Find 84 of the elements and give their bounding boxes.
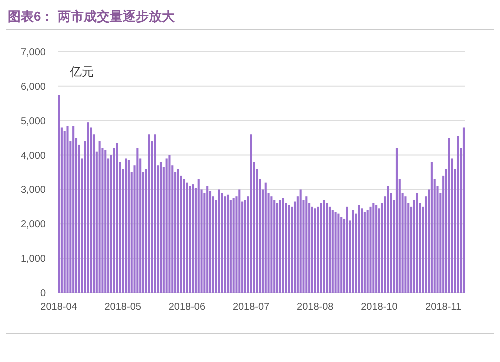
bar: [128, 160, 130, 293]
y-tick-label: 3,000: [20, 185, 46, 196]
bar: [311, 206, 314, 293]
bar: [317, 206, 320, 293]
bar: [360, 208, 364, 293]
bar: [226, 194, 230, 293]
bar: [372, 203, 375, 293]
bar: [430, 162, 433, 293]
bar: [320, 203, 322, 293]
bar: [177, 169, 180, 293]
bar: [314, 208, 316, 293]
bar: [328, 206, 331, 293]
bar: [364, 212, 366, 293]
bar: [154, 134, 156, 293]
bar: [160, 162, 162, 293]
bar: [198, 179, 200, 293]
bar: [148, 134, 150, 293]
bar: [376, 205, 378, 293]
y-tick-label: 4,000: [20, 150, 46, 162]
x-tick-label: 2018-05: [104, 302, 142, 313]
bar: [116, 143, 118, 293]
bar: [366, 210, 369, 293]
bar: [282, 198, 284, 293]
bar: [166, 158, 168, 293]
y-tick-label: 7,000: [20, 48, 46, 58]
bar: [250, 134, 252, 293]
x-tick-label: 2018-07: [232, 302, 270, 313]
bar: [370, 206, 372, 293]
y-tick-label: 0: [40, 288, 46, 300]
bar: [125, 158, 128, 293]
bar: [346, 206, 348, 293]
bar: [238, 190, 241, 293]
bar: [136, 148, 139, 293]
y-tick-label: 2,000: [20, 220, 46, 231]
bar: [221, 193, 224, 293]
bar: [183, 179, 186, 293]
bar: [276, 203, 279, 293]
bar: [98, 142, 101, 293]
bar: [270, 196, 273, 293]
bar: [87, 122, 90, 293]
bar: [288, 205, 290, 293]
y-tick-label: 1,000: [20, 254, 46, 266]
bar: [274, 200, 276, 293]
bar: [104, 150, 107, 293]
bar: [323, 200, 326, 293]
bar: [462, 128, 465, 293]
bar: [168, 155, 171, 293]
bar: [232, 198, 235, 293]
bar: [218, 190, 220, 293]
x-tick-label: 2018-04: [40, 302, 78, 313]
bar: [66, 126, 69, 293]
bar: [457, 136, 460, 293]
bar: [338, 214, 340, 293]
y-axis-title: 亿元: [69, 65, 94, 79]
bar: [448, 138, 450, 293]
bar: [358, 205, 360, 293]
bar: [326, 203, 328, 293]
bar: [396, 148, 398, 293]
x-tick-label: 2018-06: [168, 302, 206, 313]
bar: [72, 126, 75, 293]
bar: [206, 186, 209, 293]
bar: [352, 210, 354, 293]
bar: [224, 196, 226, 293]
bar: [334, 212, 337, 293]
bar: [279, 200, 282, 293]
bar: [306, 196, 308, 293]
bar: [416, 193, 418, 293]
bar: [189, 186, 192, 293]
x-tick-label: 2018-10: [361, 302, 398, 313]
bar: [192, 184, 194, 293]
x-tick-label: 2018-08: [297, 302, 334, 313]
y-tick-label: 5,000: [20, 116, 46, 128]
bar: [264, 182, 267, 293]
bar: [332, 210, 334, 293]
chart-title: 图表6： 两市成交量逐步放大: [8, 9, 176, 24]
bar: [58, 95, 60, 293]
bar: [186, 182, 188, 293]
bar: [404, 196, 407, 293]
bar: [340, 217, 343, 293]
bar: [244, 200, 246, 293]
y-tick-label: 6,000: [20, 82, 46, 93]
bar: [387, 186, 390, 293]
bar: [300, 190, 302, 293]
x-tick-label: 2018-11: [426, 302, 462, 313]
